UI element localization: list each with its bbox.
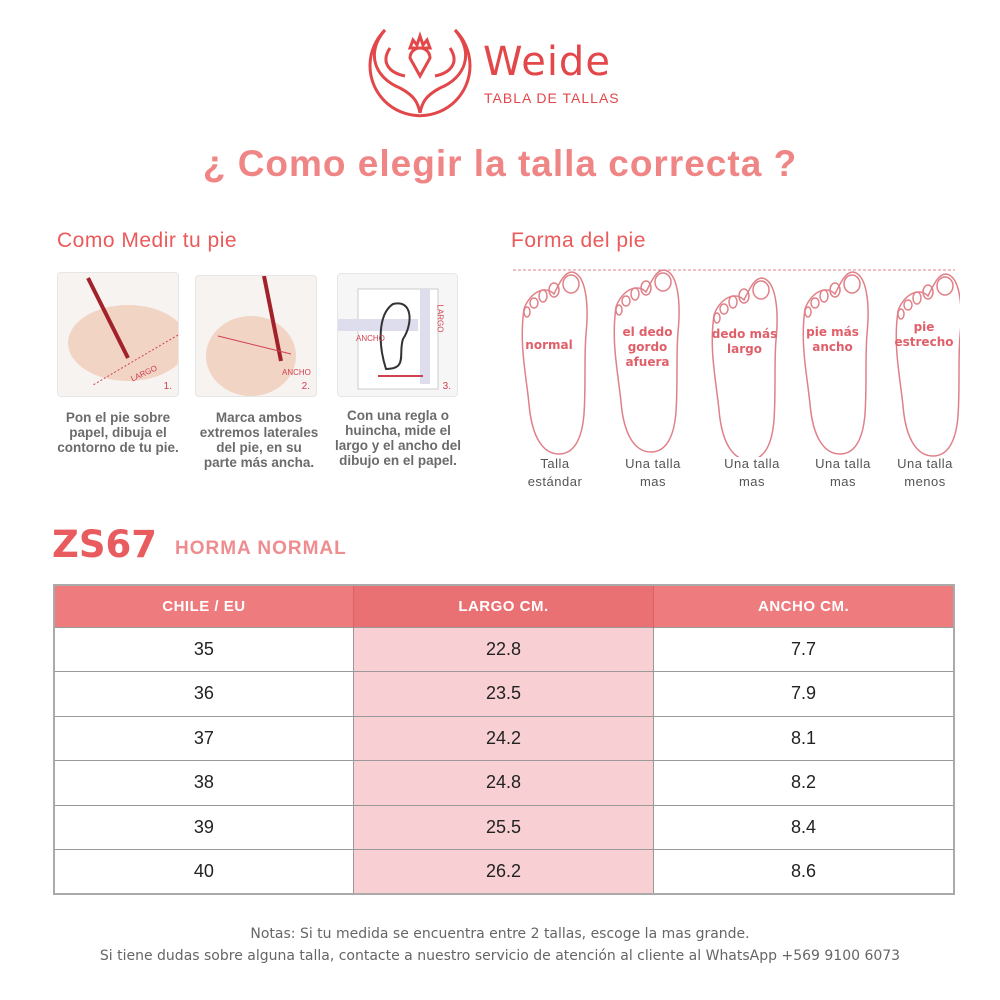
foot-caption: Talla xyxy=(540,456,570,471)
foot-label: normal xyxy=(525,338,573,352)
table-row: 35 22.8 7.7 xyxy=(53,626,955,672)
logo-swan-icon xyxy=(368,28,472,118)
foot-long-toe-icon xyxy=(711,277,778,457)
foot-label: el dedo gordo afuera xyxy=(622,325,673,369)
table-cell: 8.1 xyxy=(653,715,955,761)
table-cell: 40 xyxy=(53,849,354,895)
foot-normal-icon xyxy=(521,271,588,455)
table-cell: 25.5 xyxy=(352,804,655,850)
table-cell: 7.9 xyxy=(653,671,955,717)
column-header: ANCHO CM. xyxy=(653,585,955,627)
table-row: 37 24.2 8.1 xyxy=(53,715,955,761)
table-row: 40 26.2 8.6 xyxy=(53,849,955,895)
table-cell: 8.4 xyxy=(653,804,955,850)
column-header: LARGO CM. xyxy=(353,585,655,627)
foot-wide-icon xyxy=(802,271,869,455)
foot-label: pie más ancho xyxy=(806,325,859,354)
table-cell: 36 xyxy=(53,671,354,717)
table-cell: 23.5 xyxy=(352,671,655,717)
step-2-image: ANCHO 2. xyxy=(195,275,317,397)
table-cell: 8.6 xyxy=(653,849,955,895)
measure-heading: Como Medir tu pie xyxy=(57,229,238,252)
foot-caption: Una talla xyxy=(815,456,871,471)
note-line: Notas: Si tu medida se encuentra entre 2… xyxy=(250,926,750,942)
table-cell: 37 xyxy=(53,715,354,761)
step-2-text: Marca ambos extremos laterales del pie, … xyxy=(199,410,319,470)
table-cell: 7.7 xyxy=(653,626,955,672)
table-row: 36 23.5 7.9 xyxy=(53,671,955,717)
table-cell: 26.2 xyxy=(352,849,655,895)
step-1-text: Pon el pie sobre papel, dibuja el contor… xyxy=(57,410,179,455)
size-table: CHILE / EU LARGO CM. ANCHO CM. 35 22.8 7.7… xyxy=(53,584,955,895)
page-title: ¿ Como elegir la talla correcta ? xyxy=(202,143,798,184)
table-cell: 24.2 xyxy=(352,715,655,761)
foot-label: pie estrecho xyxy=(894,320,954,349)
horma-label: HORMA NORMAL xyxy=(175,538,347,559)
table-cell: 22.8 xyxy=(352,626,655,672)
table-cell: 8.2 xyxy=(653,760,955,806)
foot-caption: Una talla xyxy=(724,456,780,471)
foot-shapes-illustration xyxy=(513,269,960,457)
notes: Notas: Si tu medida se encuentra entre 2… xyxy=(0,923,1000,967)
step-3-text: Con una regla o huincha, mide el largo y… xyxy=(334,408,462,468)
step-1-image: LARGO 1. xyxy=(57,272,179,397)
foot-narrow-icon xyxy=(895,273,960,457)
column-header: CHILE / EU xyxy=(54,585,354,627)
table-row: 39 25.5 8.4 xyxy=(53,804,955,850)
shape-heading: Forma del pie xyxy=(511,229,646,252)
table-cell: 38 xyxy=(53,760,354,806)
table-cell: 39 xyxy=(53,804,354,850)
step-3-image: ANCHO LARGO 3. xyxy=(337,273,458,397)
foot-caption: Una talla xyxy=(625,456,681,471)
brand-subtitle: TABLA DE TALLAS xyxy=(484,90,620,106)
model-code: ZS67 xyxy=(52,523,157,566)
brand-name: Weide xyxy=(483,39,611,85)
table-row: 38 24.8 8.2 xyxy=(53,760,955,806)
foot-label: dedo más largo xyxy=(711,327,778,356)
note-line: Si tiene dudas sobre alguna talla, conta… xyxy=(99,948,901,964)
table-cell: 35 xyxy=(53,626,354,672)
foot-caption: Una talla xyxy=(897,456,953,471)
table-cell: 24.8 xyxy=(352,760,655,806)
